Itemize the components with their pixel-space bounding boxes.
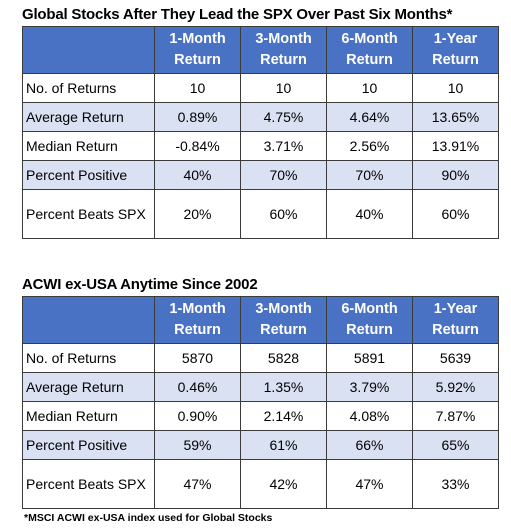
cell-value: 10 — [154, 73, 241, 103]
row-label: Average Return — [22, 102, 155, 132]
column-header: 3-Month Return — [240, 26, 327, 74]
column-header: 6-Month Return — [326, 296, 413, 344]
cell-value: 4.75% — [240, 102, 327, 132]
column-header: 1-Month Return — [154, 296, 241, 344]
table-2-title: ACWI ex-USA Anytime Since 2002 — [22, 276, 258, 293]
table-row: Median Return 0.90% 2.14% 4.08% 7.87% — [22, 401, 499, 431]
cell-value: 5828 — [240, 343, 327, 373]
cell-value: 59% — [154, 430, 241, 460]
cell-value: 65% — [412, 430, 499, 460]
footnote: *MSCI ACWI ex-USA index used for Global … — [24, 512, 273, 524]
row-label: Percent Beats SPX — [22, 459, 155, 509]
column-header: 1-Year Return — [412, 296, 499, 344]
row-label: Average Return — [22, 372, 155, 402]
column-header: 1-Month Return — [154, 26, 241, 74]
cell-value: 10 — [326, 73, 413, 103]
table-row: Percent Beats SPX 20% 60% 40% 60% — [22, 189, 499, 239]
table-row: Percent Positive 40% 70% 70% 90% — [22, 160, 499, 190]
cell-value: -0.84% — [154, 131, 241, 161]
cell-value: 5870 — [154, 343, 241, 373]
cell-value: 70% — [326, 160, 413, 190]
table-1: 1-Month Return 3-Month Return 6-Month Re… — [22, 26, 499, 239]
table-1-title: Global Stocks After They Lead the SPX Ov… — [22, 6, 453, 23]
table-row: No. of Returns 5870 5828 5891 5639 — [22, 343, 499, 373]
table-row: Median Return -0.84% 3.71% 2.56% 13.91% — [22, 131, 499, 161]
cell-value: 40% — [326, 189, 413, 239]
table-row: Percent Beats SPX 47% 42% 47% 33% — [22, 459, 499, 509]
cell-value: 13.65% — [412, 102, 499, 132]
cell-value: 5891 — [326, 343, 413, 373]
cell-value: 0.90% — [154, 401, 241, 431]
column-header: 3-Month Return — [240, 296, 327, 344]
cell-value: 4.64% — [326, 102, 413, 132]
table-row: No. of Returns 10 10 10 10 — [22, 73, 499, 103]
cell-value: 70% — [240, 160, 327, 190]
cell-value: 4.08% — [326, 401, 413, 431]
row-label: Percent Beats SPX — [22, 189, 155, 239]
cell-value: 0.46% — [154, 372, 241, 402]
cell-value: 3.71% — [240, 131, 327, 161]
header-corner — [22, 296, 155, 344]
table-row: Average Return 0.89% 4.75% 4.64% 13.65% — [22, 102, 499, 132]
cell-value: 13.91% — [412, 131, 499, 161]
cell-value: 20% — [154, 189, 241, 239]
table-row: Average Return 0.46% 1.35% 3.79% 5.92% — [22, 372, 499, 402]
cell-value: 60% — [240, 189, 327, 239]
cell-value: 47% — [326, 459, 413, 509]
column-header: 6-Month Return — [326, 26, 413, 74]
table-row: Percent Positive 59% 61% 66% 65% — [22, 430, 499, 460]
cell-value: 0.89% — [154, 102, 241, 132]
header-corner — [22, 26, 155, 74]
column-header: 1-Year Return — [412, 26, 499, 74]
row-label: No. of Returns — [22, 343, 155, 373]
row-label: No. of Returns — [22, 73, 155, 103]
header-row: 1-Month Return 3-Month Return 6-Month Re… — [22, 296, 499, 344]
cell-value: 60% — [412, 189, 499, 239]
cell-value: 1.35% — [240, 372, 327, 402]
cell-value: 33% — [412, 459, 499, 509]
cell-value: 61% — [240, 430, 327, 460]
cell-value: 5.92% — [412, 372, 499, 402]
row-label: Median Return — [22, 401, 155, 431]
cell-value: 47% — [154, 459, 241, 509]
cell-value: 10 — [412, 73, 499, 103]
row-label: Percent Positive — [22, 430, 155, 460]
cell-value: 7.87% — [412, 401, 499, 431]
cell-value: 40% — [154, 160, 241, 190]
cell-value: 2.56% — [326, 131, 413, 161]
cell-value: 3.79% — [326, 372, 413, 402]
table-2: 1-Month Return 3-Month Return 6-Month Re… — [22, 296, 499, 509]
cell-value: 2.14% — [240, 401, 327, 431]
cell-value: 10 — [240, 73, 327, 103]
cell-value: 66% — [326, 430, 413, 460]
cell-value: 5639 — [412, 343, 499, 373]
row-label: Percent Positive — [22, 160, 155, 190]
cell-value: 42% — [240, 459, 327, 509]
row-label: Median Return — [22, 131, 155, 161]
cell-value: 90% — [412, 160, 499, 190]
header-row: 1-Month Return 3-Month Return 6-Month Re… — [22, 26, 499, 74]
